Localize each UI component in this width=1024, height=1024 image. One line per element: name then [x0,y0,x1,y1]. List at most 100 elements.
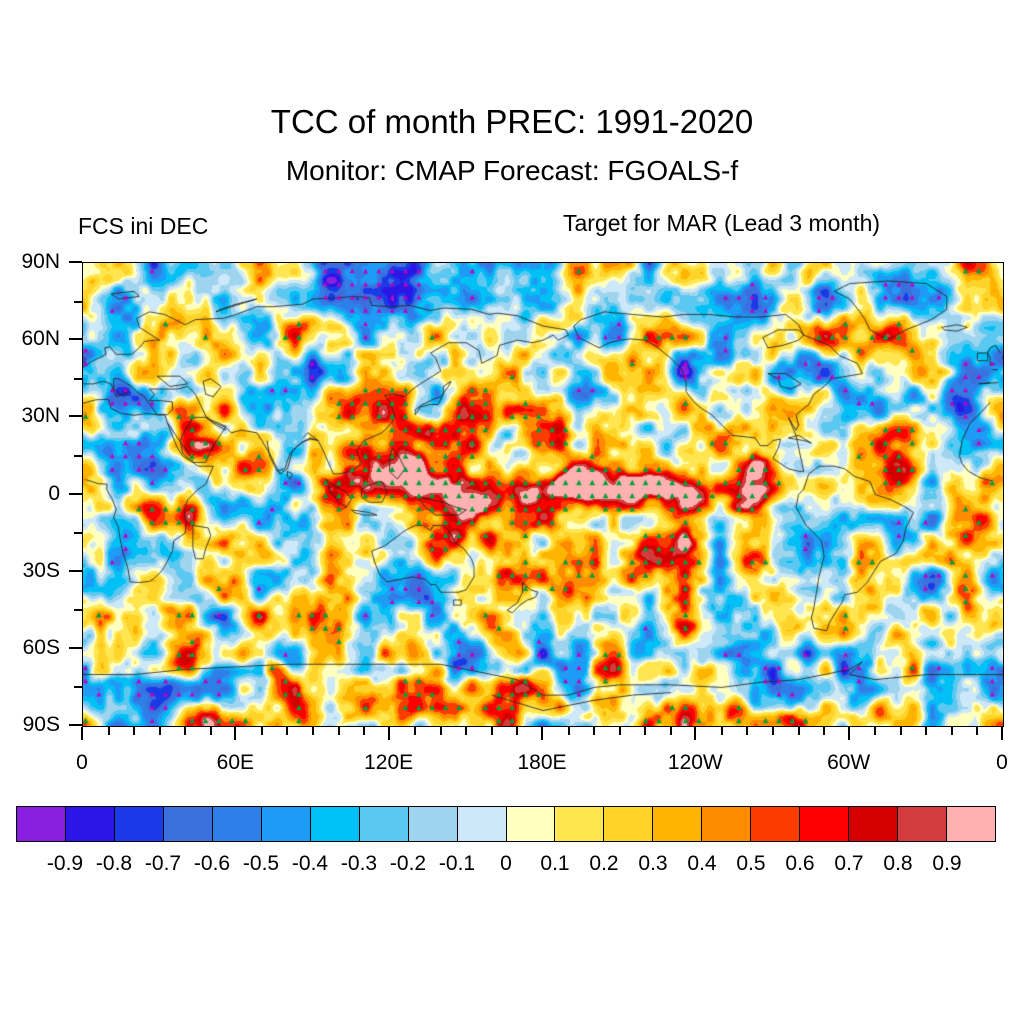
y-axis-tick-label: 30S [22,558,60,582]
x-tick-minor [465,727,467,735]
y-axis-tick-label: 90S [22,713,60,736]
x-tick-minor [951,727,953,735]
colorbar-cell [261,807,311,841]
forecast-init-label: FCS ini DEC [78,213,209,239]
colorbar-tick-label: 0.5 [736,852,766,875]
x-tick-minor [184,727,186,735]
x-tick-major [81,727,83,740]
y-tick-major [69,724,82,726]
x-tick-minor [670,727,672,735]
x-tick-minor [874,727,876,735]
x-tick-minor [925,727,927,735]
colorbar-tick-label: -0.1 [438,852,476,875]
x-tick-minor [363,727,365,735]
x-tick-minor [644,727,646,735]
colorbar-cell [653,807,703,841]
colorbar-cell [898,807,948,841]
colorbar-cell [163,807,213,841]
y-tick-minor [74,301,82,303]
colorbar-cell [212,807,262,841]
x-tick-minor [312,727,314,735]
y-tick-minor [74,532,82,534]
colorbar-tick-label: 0.4 [687,852,717,875]
x-tick-minor [133,727,135,735]
y-tick-major [69,570,82,572]
colorbar-cell [702,807,752,841]
map-plot-area [82,262,1004,727]
x-tick-major [388,727,390,740]
y-tick-major [69,415,82,417]
colorbar-tick-label: 0 [500,852,512,875]
colorbar-cell [800,807,850,841]
colorbar-cell [17,807,66,841]
x-tick-minor [261,727,263,735]
x-tick-minor [108,727,110,735]
x-axis-tick-label: 120E [364,751,414,774]
colorbar-tick-label: -0.9 [46,852,84,875]
x-tick-minor [210,727,212,735]
colorbar-tick-label: -0.4 [291,852,329,875]
colorbar-cell [114,807,164,841]
colorbar-tick-label: 0.6 [785,852,815,875]
y-tick-major [69,647,82,649]
y-tick-minor [74,455,82,457]
colorbar-cell [947,807,996,841]
colorbar-tick-label: 0.7 [834,852,864,875]
x-axis-tick-label: 0 [996,751,1008,774]
colorbar-tick-label: 0.8 [883,852,913,875]
x-tick-minor [798,727,800,735]
x-tick-minor [286,727,288,735]
colorbar-cell [457,807,507,841]
y-axis-tick-label: 30N [21,404,60,428]
x-tick-major [1001,727,1003,740]
x-tick-minor [159,727,161,735]
colorbar-tick-label: -0.6 [193,852,231,875]
x-tick-major [234,727,236,740]
x-tick-minor [440,727,442,735]
y-tick-minor [74,378,82,380]
x-tick-minor [338,727,340,735]
x-axis-tick-label: 60W [827,751,871,774]
colorbar-tick-label: 0.1 [540,852,570,875]
page-subtitle: Monitor: CMAP Forecast: FGOALS-f [285,155,739,186]
x-tick-minor [619,727,621,735]
colorbar-cell [65,807,115,841]
x-tick-minor [976,727,978,735]
y-tick-major [69,493,82,495]
colorbar-tick-label: -0.2 [389,852,427,875]
x-tick-minor [900,727,902,735]
y-tick-major [69,261,82,263]
x-tick-minor [414,727,416,735]
x-tick-major [848,727,850,740]
colorbar-cell [359,807,409,841]
correlation-heatmap-canvas [83,263,1003,726]
colorbar [16,806,996,842]
x-tick-minor [568,727,570,735]
colorbar-cell [751,807,801,841]
x-tick-minor [593,727,595,735]
colorbar-tick-label: 0.3 [638,852,668,875]
x-axis-tick-label: 180E [517,751,567,774]
x-tick-minor [772,727,774,735]
x-tick-major [694,727,696,740]
x-tick-minor [721,727,723,735]
colorbar-cell [849,807,899,841]
x-tick-major [541,727,543,740]
x-tick-minor [823,727,825,735]
colorbar-tick-label: -0.7 [144,852,182,875]
colorbar-tick-label: 0.9 [932,852,962,875]
x-tick-minor [516,727,518,735]
y-axis-tick-label: 60N [21,327,60,351]
colorbar-cell [408,807,458,841]
x-tick-minor [491,727,493,735]
forecast-target-label: Target for MAR (Lead 3 month) [563,210,881,236]
y-axis-tick-label: 0 [48,481,60,505]
y-tick-minor [74,609,82,611]
x-axis-tick-label: 120W [667,751,723,774]
colorbar-cell [310,807,360,841]
colorbar-cell [604,807,654,841]
page-title: TCC of month PREC: 1991-2020 [270,103,754,140]
y-tick-major [69,338,82,340]
x-tick-minor [746,727,748,735]
